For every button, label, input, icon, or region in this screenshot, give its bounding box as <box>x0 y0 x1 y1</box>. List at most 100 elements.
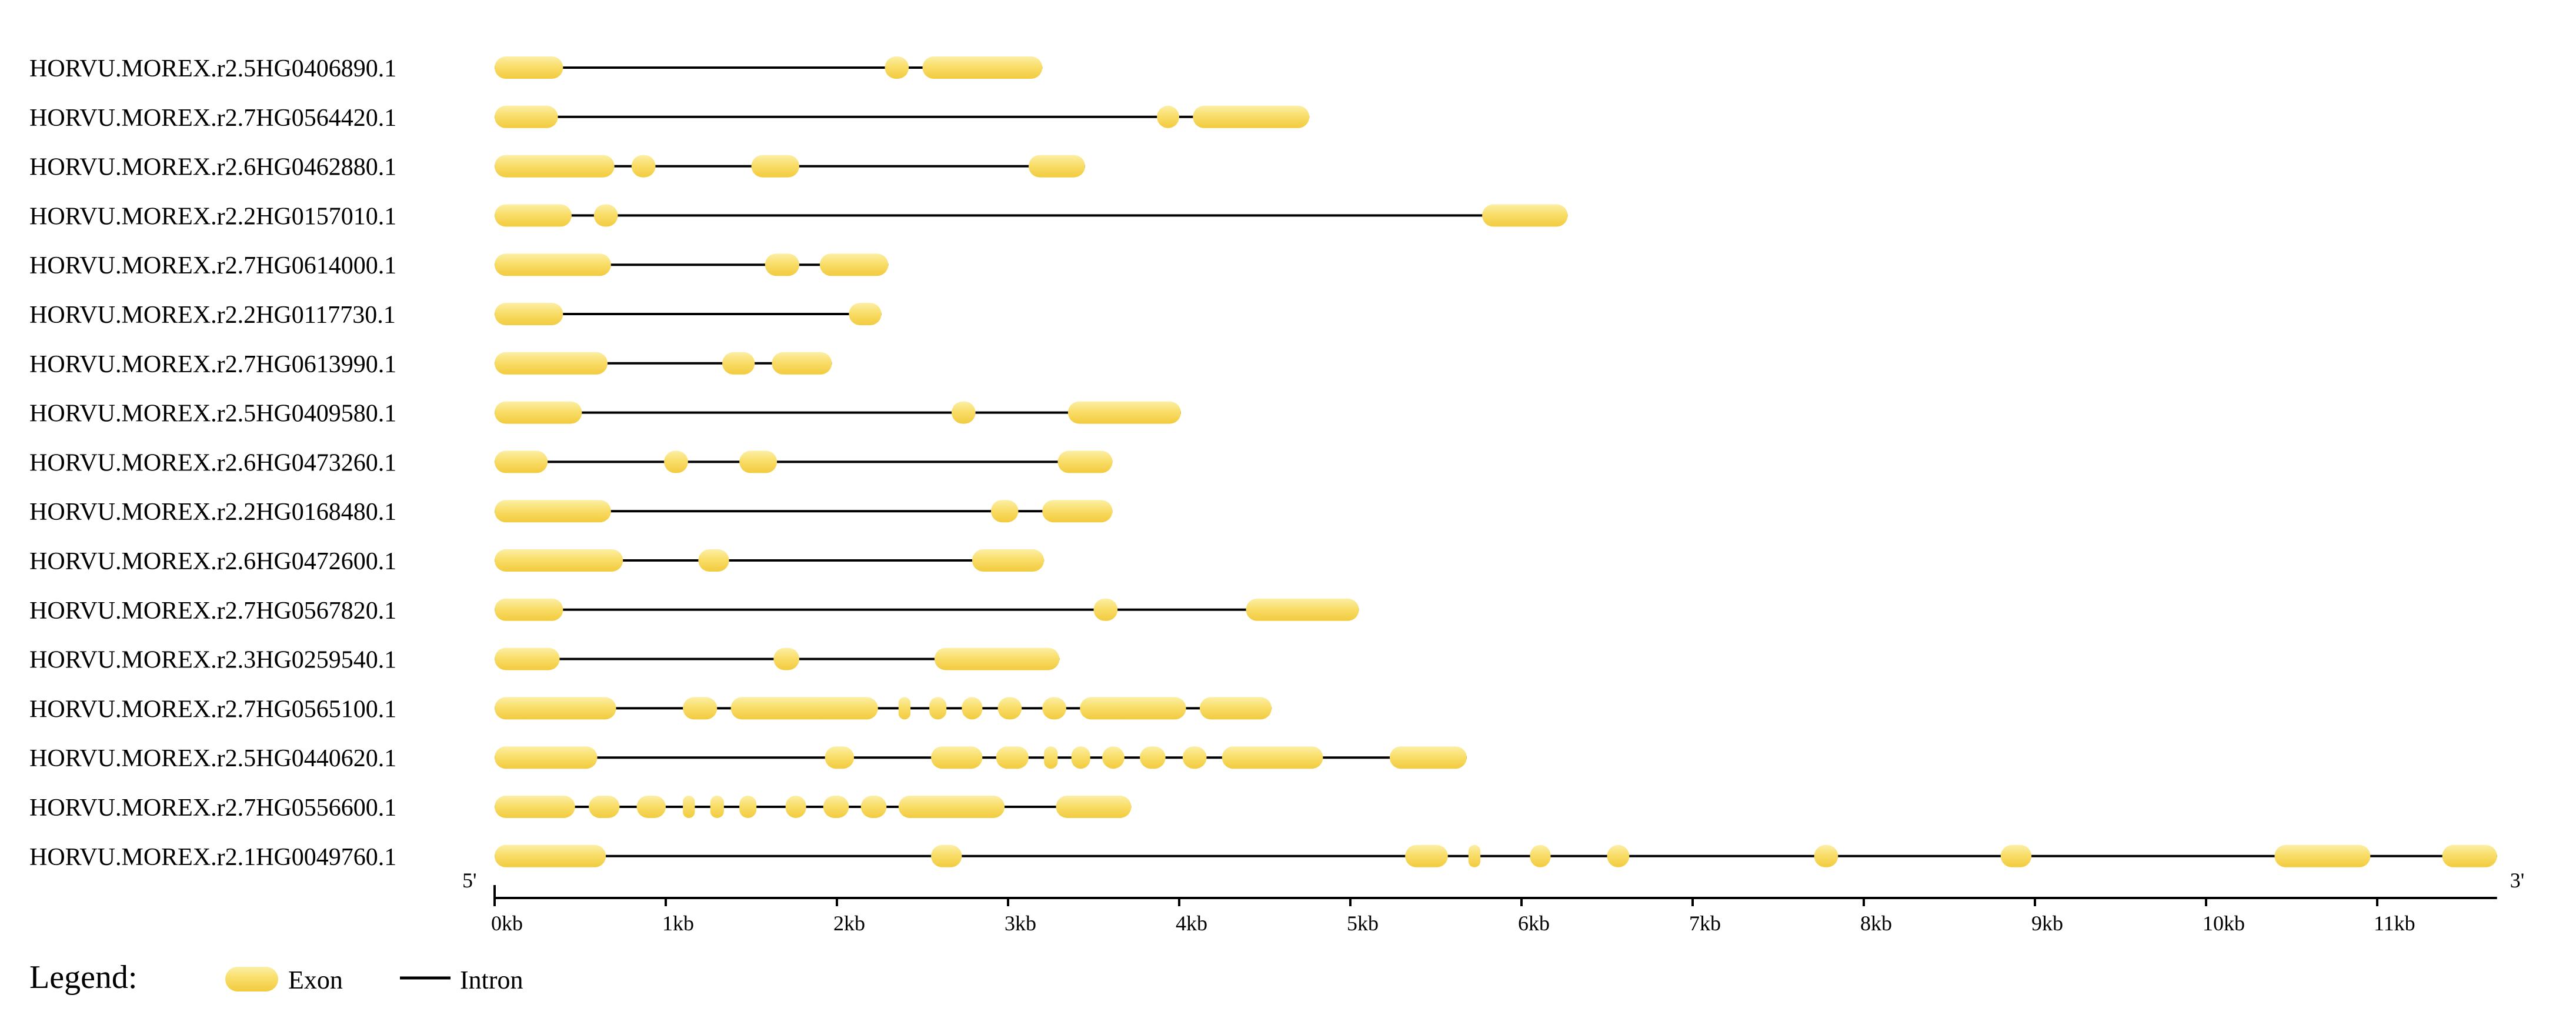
exon-block <box>997 697 1022 720</box>
exon-block <box>860 796 887 818</box>
gene-row: HORVU.MOREX.r2.6HG0472600.1 <box>29 548 1045 575</box>
exon-block <box>495 56 563 79</box>
exon-block <box>931 844 962 867</box>
exon-block <box>495 697 616 720</box>
gene-label: HORVU.MOREX.r2.7HG0564420.1 <box>29 105 396 132</box>
gene-label: HORVU.MOREX.r2.6HG0473260.1 <box>29 449 396 476</box>
exon-block <box>1182 746 1207 769</box>
gene-label: HORVU.MOREX.r2.3HG0259540.1 <box>29 647 396 674</box>
exon-block <box>1057 450 1113 473</box>
gene-label: HORVU.MOREX.r2.2HG0117730.1 <box>29 302 396 329</box>
exon-block <box>495 204 572 227</box>
axis-tick-label: 5kb <box>1347 912 1379 935</box>
axis-tick-label: 1kb <box>662 912 694 935</box>
exon-block <box>739 796 757 818</box>
exon-block <box>495 450 548 473</box>
gene-row: HORVU.MOREX.r2.3HG0259540.1 <box>29 647 1060 674</box>
exon-block <box>593 204 618 227</box>
exon-block <box>495 253 611 276</box>
exon-block <box>772 352 832 375</box>
three-prime-label: 3' <box>2510 869 2525 892</box>
exon-block <box>751 155 799 178</box>
exon-block <box>1193 105 1310 128</box>
exon-block <box>1246 598 1359 621</box>
axis-tick-label: 3kb <box>1005 912 1036 935</box>
exon-block <box>1482 204 1568 227</box>
exon-block <box>785 796 806 818</box>
exon-block <box>823 796 849 818</box>
exon-block <box>495 647 560 670</box>
exon-block <box>1607 844 1630 867</box>
gene-row: HORVU.MOREX.r2.7HG0567820.1 <box>29 597 1359 625</box>
exon-block <box>495 598 563 621</box>
exon-block <box>2000 844 2032 867</box>
exon-block <box>683 796 695 818</box>
legend-intron-label: Intron <box>460 966 523 994</box>
legend: Legend: Exon Intron <box>29 959 523 996</box>
gene-label: HORVU.MOREX.r2.5HG0409580.1 <box>29 400 396 428</box>
axis-tick-label: 11kb <box>2374 912 2415 935</box>
exon-block <box>495 352 608 375</box>
exon-block <box>1042 697 1066 720</box>
exon-block <box>1080 697 1186 720</box>
exon-block <box>773 647 799 670</box>
kb-axis: 0kb 1kb 2kb 3kb 4kb 5kb 6kb 7kb 8kb 9kb 10kb 11kb 5'… <box>462 869 2524 935</box>
exon-block <box>495 105 558 128</box>
exon-block <box>1140 746 1166 769</box>
legend-exon-label: Exon <box>288 966 343 994</box>
exon-block <box>1199 697 1272 720</box>
gene-label: HORVU.MOREX.r2.7HG0567820.1 <box>29 597 396 625</box>
exon-block <box>825 746 855 769</box>
gene-label: HORVU.MOREX.r2.7HG0614000.1 <box>29 252 396 279</box>
exon-block <box>996 746 1029 769</box>
exon-block <box>885 56 909 79</box>
exon-block <box>1468 844 1481 867</box>
exon-block <box>664 450 688 473</box>
gene-row: HORVU.MOREX.r2.7HG0564420.1 <box>29 105 1310 132</box>
exon-block <box>636 796 666 818</box>
exon-block <box>1028 155 1085 178</box>
exon-block <box>819 253 889 276</box>
exon-block <box>683 697 718 720</box>
gene-row: HORVU.MOREX.r2.5HG0409580.1 <box>29 400 1181 428</box>
gene-row: HORVU.MOREX.r2.1HG0049760.1 <box>29 844 2497 871</box>
legend-title: Legend: <box>29 959 137 996</box>
exon-block <box>1093 598 1118 621</box>
exon-block <box>495 401 582 424</box>
gene-row: HORVU.MOREX.r2.7HG0614000.1 <box>29 252 889 279</box>
exon-block <box>990 500 1019 523</box>
axis-tick-label: 4kb <box>1176 912 1207 935</box>
gene-row: HORVU.MOREX.r2.5HG0406890.1 <box>29 55 1043 82</box>
axis-tick-label: 10kb <box>2203 912 2245 935</box>
gene-label: HORVU.MOREX.r2.2HG0168480.1 <box>29 499 396 526</box>
exon-block <box>698 549 729 572</box>
gene-label: HORVU.MOREX.r2.7HG0613990.1 <box>29 351 396 378</box>
exon-block <box>495 844 606 867</box>
exon-block <box>730 697 878 720</box>
gene-row: HORVU.MOREX.r2.6HG0462880.1 <box>29 154 1085 181</box>
exon-block <box>929 697 947 720</box>
exon-block <box>1157 105 1179 128</box>
axis-tick-label: 9kb <box>2031 912 2063 935</box>
exon-block <box>898 697 911 720</box>
axis-tick-label: 8kb <box>1860 912 1892 935</box>
exon-block <box>495 796 575 818</box>
exon-block <box>962 697 983 720</box>
exon-block <box>1814 844 1838 867</box>
exon-block <box>2442 844 2497 867</box>
exon-block <box>1056 796 1132 818</box>
gene-rows: HORVU.MOREX.r2.5HG0406890.1 HORVU.MOREX.r… <box>29 55 2497 871</box>
gene-row: HORVU.MOREX.r2.5HG0440620.1 <box>29 745 1467 772</box>
exon-block <box>495 303 563 325</box>
gene-row: HORVU.MOREX.r2.6HG0473260.1 <box>29 449 1113 476</box>
exon-block <box>1044 746 1058 769</box>
exon-block <box>898 796 1005 818</box>
gene-label: HORVU.MOREX.r2.6HG0462880.1 <box>29 154 396 181</box>
exon-block <box>710 796 724 818</box>
exon-block <box>1071 746 1090 769</box>
axis-tick-label: 6kb <box>1518 912 1550 935</box>
exon-block <box>1042 500 1113 523</box>
gene-label: HORVU.MOREX.r2.2HG0157010.1 <box>29 203 396 230</box>
